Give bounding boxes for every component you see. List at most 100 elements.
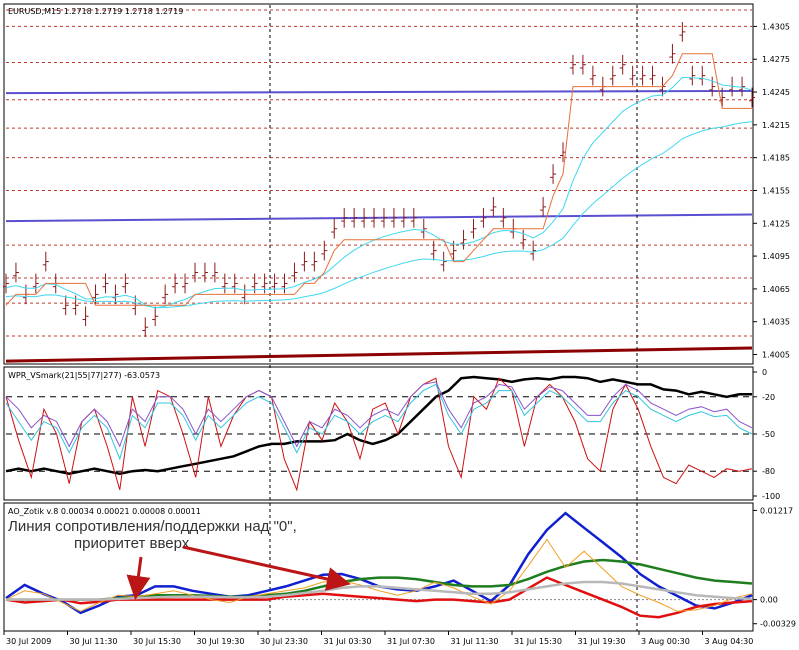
- price-bar: [182, 273, 189, 294]
- x-tick-label: 30 Jul 11:30: [70, 637, 118, 646]
- ao-y-tick-label: -0.00329: [760, 620, 796, 629]
- price-bar: [291, 262, 298, 283]
- price-panel-frame: [3, 3, 754, 365]
- ma-fast-line: [5, 76, 753, 309]
- price-bar: [152, 306, 159, 327]
- price-bar: [331, 218, 338, 239]
- wpr-plot: [5, 375, 753, 492]
- ao-header: AO_Zotik v.8 0.00034 0.00021 0.00008 0.0…: [8, 507, 201, 516]
- price-bar: [62, 295, 69, 316]
- price-bar: [142, 317, 149, 338]
- x-tick-label: 3 Aug 04:30: [705, 637, 754, 646]
- resistance-line-2: [5, 346, 753, 363]
- price-bar: [211, 262, 218, 283]
- ao-y-tick-label: 0.00: [760, 596, 778, 605]
- x-tick-label: 30 Jul 23:30: [260, 637, 308, 646]
- x-tick-label: 31 Jul 15:30: [514, 637, 562, 646]
- price-bar: [122, 273, 129, 294]
- arrow-right: [182, 545, 351, 591]
- price-bar: [490, 197, 497, 217]
- price-bar: [341, 207, 348, 228]
- price-bar: [112, 284, 119, 305]
- price-bar: [569, 54, 576, 75]
- price-bar: [221, 273, 228, 294]
- price-bar: [351, 207, 358, 228]
- price-bar: [470, 218, 477, 239]
- price-bar: [380, 207, 387, 228]
- price-bar: [550, 164, 557, 184]
- price-y-tick-label: 1.4185: [762, 154, 790, 163]
- price-bar: [201, 262, 208, 283]
- axis-labels: 1.4305 1.4275 1.4245 1.4215 1.4185 1.4155 1.41…: [3, 22, 796, 646]
- stop-line: [5, 53, 752, 306]
- price-bar: [579, 54, 586, 75]
- price-y-tick-label: 1.4305: [762, 22, 790, 31]
- price-bar: [102, 273, 109, 294]
- price-bar: [271, 273, 278, 294]
- wpr-y-tick-label: -20: [762, 393, 775, 402]
- price-bar: [82, 306, 89, 327]
- price-bar: [400, 207, 407, 228]
- price-bar: [430, 240, 437, 261]
- price-y-tick-label: 1.4035: [762, 318, 790, 327]
- price-bar: [301, 251, 308, 272]
- wpr-header: WPR_VSmark(21|55|77|277) -63.0573: [8, 371, 160, 380]
- price-bar: [3, 273, 9, 294]
- price-bar: [281, 273, 288, 294]
- price-bar: [191, 262, 198, 283]
- price-bar: [440, 251, 447, 272]
- price-bar: [361, 207, 368, 228]
- price-bar: [42, 251, 49, 272]
- ma-slow-line: [5, 121, 753, 309]
- price-bar: [390, 207, 397, 228]
- annotation-line-2: приоритет вверх: [74, 535, 190, 552]
- price-y-tick-label: 1.4065: [762, 285, 790, 294]
- price-bar: [311, 251, 318, 272]
- price-bar: [530, 240, 537, 261]
- price-bar: [619, 54, 626, 75]
- price-y-tick-label: 1.4005: [762, 351, 790, 360]
- wpr-y-tick-label: -80: [762, 467, 775, 476]
- price-bar: [749, 87, 755, 108]
- price-bar: [589, 65, 596, 86]
- price-bar: [32, 273, 39, 294]
- price-bar: [679, 22, 686, 42]
- x-tick-label: 30 Jul 19:30: [197, 637, 245, 646]
- x-tick-label: 30 Jul 2009: [6, 637, 51, 646]
- price-bar: [480, 207, 487, 228]
- price-plot: [3, 5, 755, 631]
- price-bar: [709, 76, 716, 97]
- price-bar: [162, 284, 169, 305]
- x-tick-label: 31 Jul 19:30: [578, 637, 626, 646]
- price-bar: [12, 262, 19, 283]
- wpr-y-tick-label: 0: [762, 368, 767, 377]
- wpr-series-wpr_black: [5, 375, 752, 475]
- wpr-series-wpr_red: [5, 377, 753, 492]
- price-bar: [321, 240, 328, 261]
- price-bar: [609, 65, 616, 86]
- price-bar: [231, 273, 238, 294]
- price-bar: [629, 65, 636, 86]
- price-bar: [739, 76, 746, 97]
- price-bar: [172, 273, 179, 294]
- price-bar: [669, 43, 676, 64]
- price-bar: [500, 207, 507, 228]
- price-y-tick-label: 1.4215: [762, 121, 790, 130]
- price-y-tick-label: 1.4275: [762, 55, 790, 64]
- wpr-series-wpr_cyan: [5, 383, 753, 461]
- price-bar: [420, 218, 427, 239]
- price-bar: [639, 65, 646, 86]
- x-tick-label: 31 Jul 03:30: [324, 637, 372, 646]
- price-header: EURUSD,M15 1.2718 1.2719 1.2718 1.2719: [8, 7, 183, 16]
- wpr-series-wpr_purple: [5, 381, 753, 448]
- price-bar: [261, 273, 268, 294]
- x-tick-label: 31 Jul 07:30: [387, 637, 435, 646]
- resistance-line-1: [5, 213, 753, 223]
- resistance-line-0: [5, 89, 753, 95]
- price-y-tick-label: 1.4245: [762, 88, 790, 97]
- price-bar: [92, 284, 99, 305]
- price-y-tick-label: 1.4155: [762, 186, 790, 195]
- price-y-tick-label: 1.4095: [762, 252, 790, 261]
- annotation-line-1: Линия сопротивления/поддержки над "0",: [8, 518, 297, 535]
